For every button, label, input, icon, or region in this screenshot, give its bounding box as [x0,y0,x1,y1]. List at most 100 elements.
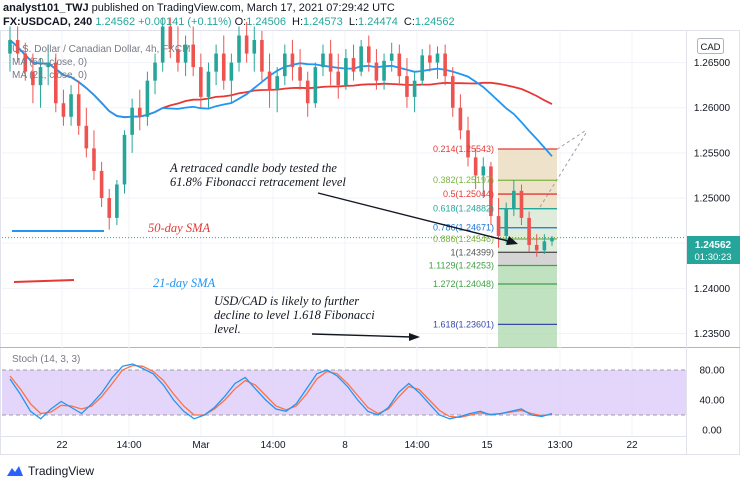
candle-body [137,107,142,117]
ma50-legend: MA (50, close, 0) [12,57,87,68]
candle-body [160,26,165,63]
candle-body [38,67,43,86]
fib-trend-line [539,132,587,208]
candle-body [107,198,112,218]
time-tick-label: 13:00 [547,440,572,451]
sma-legend-red [13,279,75,283]
ohlc-close-value: 1.24562 [414,16,455,28]
candle-body [473,157,478,176]
candle-body [305,80,310,104]
candle-body [23,53,28,72]
candle-body [46,62,50,68]
stochastic-pane: 80.00 40.00 0.00 [2,363,725,437]
time-tick-label: 14:00 [260,440,285,451]
candle-body [443,53,447,77]
candle-body [92,148,96,171]
candle-body [328,53,333,72]
symbol-label: FX:USDCAD, 240 [3,16,93,28]
fib-level-label: 0.786(1.24671) [433,223,494,233]
ohlc-close-key: C: [403,16,415,28]
candle-body [168,26,173,50]
ma21-legend: MA (21, close, 0) [12,70,87,81]
currency-button[interactable] [697,38,724,54]
last-price-value: 1.24562 [695,240,732,251]
candle-body [31,71,35,86]
candle-body [351,58,356,72]
candle-body [237,35,241,63]
publish-header: analyst101_TWJ published on TradingView.… [3,2,395,14]
candle-body [389,53,394,61]
candle-body [176,49,180,63]
candle-body [458,107,463,131]
annotation-arrow-2 [311,333,420,341]
candle-body [412,80,417,97]
time-tick-label: 14:00 [116,440,141,451]
candle-body [519,190,524,218]
candle-body [252,40,257,54]
annotation-text-2: USD/CAD is likely to further decline to … [214,294,375,336]
ohlc-high-key: H: [292,16,304,28]
price-tick-label: 1.26500 [694,58,731,69]
annotation-line: 61.8% Fibonacci retracement level [170,175,346,189]
fib-zone-upper [498,149,557,209]
stoch-band [2,370,686,415]
fib-zone-lower [498,265,557,347]
sma50-label: 50-day SMA [148,221,210,235]
stoch-label: Stoch (14, 3, 3) [12,354,80,365]
author[interactable]: analyst101_TWJ [3,2,89,14]
footer-brand[interactable]: TradingView [28,464,95,478]
tradingview-logo-icon [7,466,23,476]
price-tick-label: 1.24000 [694,284,731,295]
price-tick-label: 1.23500 [694,329,731,340]
candle-body [15,40,20,54]
annotation-arrow-1 [317,192,518,245]
candle-body [283,53,287,77]
currency-label: CAD [700,42,720,53]
candle-body [374,62,379,81]
price-tick-label: 1.26000 [694,103,731,114]
fibonacci-box [498,129,587,347]
fib-level-label: 0.382(1.25197) [433,175,494,185]
price-tick-label: 1.25500 [694,148,731,159]
candle-body [84,125,89,149]
candle-body [54,62,58,104]
candle-body [260,40,264,72]
candle-body [466,130,470,158]
candle-body [527,217,531,245]
publish-info: published on TradingView.com, March 17, … [91,2,395,14]
candle-body [542,241,547,251]
candle-body [290,53,295,68]
ohlc-low-key: L: [348,16,359,28]
candle-body [122,134,127,185]
candle-body [321,53,325,68]
time-tick-label: 22 [626,440,638,451]
annotation-line: decline to level 1.618 Fibonacci [214,308,375,322]
candle-body [298,67,302,81]
candle-body [336,71,341,86]
bar-countdown: 01:30:23 [695,252,732,263]
annotation-line: level. [214,322,241,336]
candle-body [405,76,409,97]
candle-body [183,44,188,63]
candle-body [435,53,440,63]
candle-body [244,35,249,54]
last-price-tag [687,236,740,264]
candle-body [221,53,226,81]
stoch-d-line [9,364,553,418]
price-axis: 1.265001.260001.255001.250001.245001.240… [694,58,731,340]
sma21-label: 21-day SMA [153,276,215,290]
ohlc-high-value: 1.24573 [303,16,343,28]
stoch-tick-label: 0.00 [702,426,722,437]
candle-body [428,55,432,63]
stoch-tick-label: 80.00 [699,366,724,377]
ohlc-low-value: 1.24474 [358,16,398,28]
time-tick-label: 14:00 [404,440,429,451]
candle-body [344,58,348,86]
candle-body [214,53,218,72]
change-value: +0.00141 (+0.11%) [138,16,232,28]
fib-level-label: 1.618(1.23601) [433,319,494,329]
candle-body [206,71,211,97]
time-axis: 22 14:00 Mar 14:00 8 14:00 15 13:00 22 [56,440,638,451]
candle-body [8,40,12,54]
